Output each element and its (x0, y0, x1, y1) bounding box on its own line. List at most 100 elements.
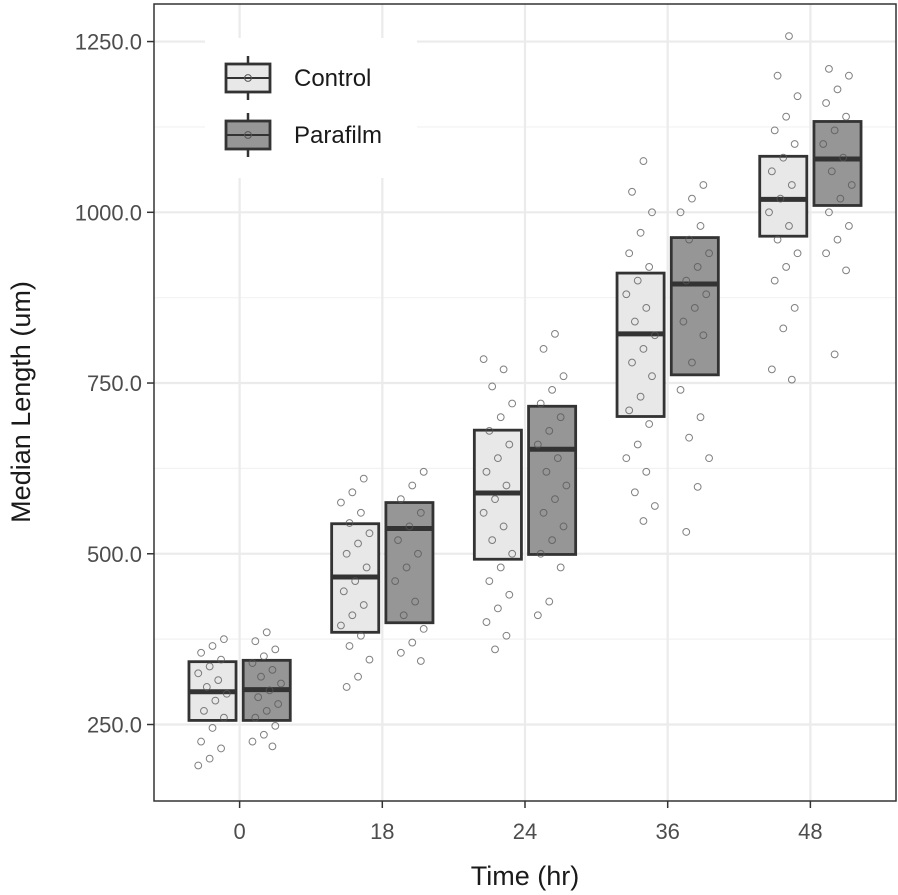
data-point (648, 208, 656, 217)
data-point (419, 624, 428, 633)
data-point (822, 249, 830, 258)
data-point (693, 482, 702, 491)
data-point (845, 222, 853, 230)
data-point (493, 454, 502, 463)
data-point (636, 392, 645, 401)
data-point (351, 577, 360, 585)
data-point (416, 657, 425, 665)
data-point (194, 761, 203, 770)
box-parafilm-36 (669, 236, 720, 377)
data-point (205, 754, 214, 763)
data-point (496, 563, 505, 572)
data-point (625, 249, 634, 258)
data-point (508, 549, 517, 558)
data-point (842, 266, 850, 275)
data-point (685, 433, 693, 442)
y-axis: 250.0 500.0 750.0 1000.0 1250.0 (75, 30, 154, 738)
data-point (222, 689, 231, 698)
data-point (479, 508, 488, 517)
data-point (502, 631, 511, 640)
data-point (533, 611, 542, 620)
data-point (391, 577, 400, 585)
x-axis: 0 18 24 36 48 (233, 801, 823, 844)
x-tick-label: 0 (233, 819, 245, 844)
data-point (770, 276, 779, 285)
data-point (345, 519, 354, 527)
data-point (268, 742, 277, 751)
data-point (559, 372, 568, 381)
data-point (773, 235, 782, 244)
y-tick-label: 750.0 (87, 371, 142, 396)
data-point (337, 498, 345, 507)
data-point (259, 730, 268, 739)
data-point (545, 597, 554, 606)
data-point (505, 440, 514, 449)
x-tick-label: 18 (370, 819, 394, 844)
data-point (348, 611, 357, 620)
box-parafilm-48 (812, 120, 863, 207)
data-point (496, 413, 505, 422)
data-point (636, 228, 645, 237)
data-point (200, 706, 208, 715)
data-point (365, 529, 374, 538)
data-point (268, 665, 277, 674)
data-point (405, 522, 414, 531)
data-point (396, 648, 405, 657)
box-parafilm-24 (527, 404, 578, 556)
data-point (622, 454, 631, 463)
data-point (836, 194, 845, 203)
data-point (545, 426, 554, 435)
data-point (693, 263, 702, 271)
data-point (830, 126, 839, 135)
point-layer (194, 32, 856, 770)
data-point (785, 222, 793, 230)
data-point (208, 724, 217, 732)
data-point (696, 413, 705, 422)
data-point (833, 85, 842, 94)
data-point (767, 167, 776, 176)
data-point (562, 481, 571, 490)
data-point (779, 153, 788, 162)
data-point (408, 481, 417, 490)
data-point (628, 358, 636, 367)
legend-item-control: Control (224, 56, 371, 100)
data-point (642, 304, 651, 312)
data-point (271, 645, 280, 654)
data-point (676, 208, 685, 217)
y-tick-label: 500.0 (87, 542, 142, 567)
data-point (819, 140, 828, 148)
data-point (251, 637, 260, 646)
data-point (779, 324, 788, 333)
data-point (639, 344, 648, 353)
data-point (479, 355, 488, 364)
data-point (354, 672, 362, 681)
legend-background (205, 38, 417, 178)
data-point (773, 71, 782, 80)
data-point (271, 721, 280, 730)
data-point (408, 638, 417, 647)
data-point (414, 549, 422, 558)
data-point (839, 153, 848, 162)
data-point (254, 693, 263, 702)
data-point (551, 495, 559, 504)
data-point (645, 263, 654, 271)
box-layer (187, 120, 863, 722)
data-point (411, 597, 420, 606)
data-point (208, 642, 217, 650)
data-point (354, 539, 362, 548)
data-point (556, 413, 565, 422)
data-point (539, 344, 548, 353)
data-point (770, 126, 779, 135)
data-point (556, 563, 565, 572)
data-point (782, 112, 791, 121)
data-point (419, 467, 428, 476)
data-point (491, 645, 499, 654)
data-point (679, 317, 688, 326)
data-point (633, 440, 642, 449)
data-point (251, 713, 260, 722)
data-point (536, 399, 545, 408)
data-point (688, 194, 696, 203)
data-point (482, 618, 491, 626)
data-point (337, 621, 345, 630)
